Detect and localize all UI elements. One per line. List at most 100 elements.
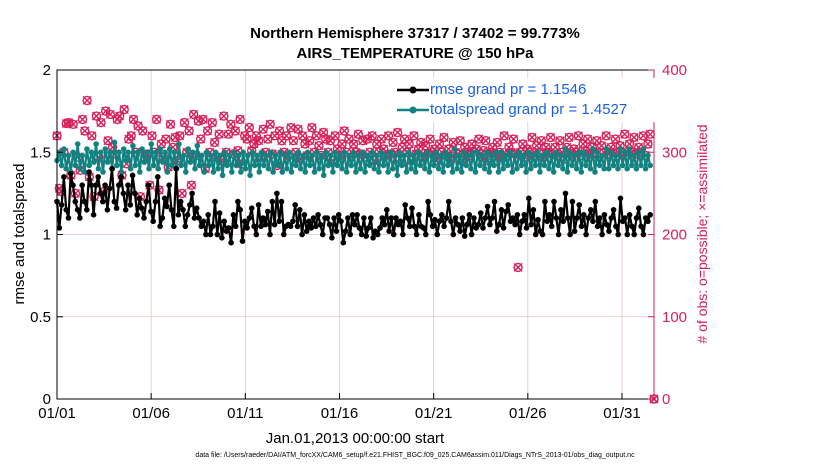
obs-count-point <box>281 131 292 141</box>
right-y-tick-label: 300 <box>662 144 687 161</box>
obs-possible-marker <box>573 131 584 141</box>
left-y-tick-label: 1 <box>43 227 51 244</box>
totalspread-point <box>394 172 401 179</box>
obs-assimilated-marker <box>307 123 317 133</box>
rmse-point <box>349 212 356 218</box>
totalspread-point <box>592 169 598 175</box>
rmse-point <box>347 231 354 238</box>
rmse-point <box>400 231 406 238</box>
rmse-point <box>187 202 193 208</box>
obs-possible-marker <box>230 126 241 136</box>
obs-possible-marker <box>91 111 102 121</box>
totalspread-point <box>454 165 460 172</box>
rmse-point <box>629 223 635 230</box>
totalspread-point <box>638 162 644 169</box>
totalspread-point <box>206 162 212 169</box>
totalspread-point <box>562 146 568 152</box>
totalspread-point <box>70 149 76 156</box>
totalspread-point <box>139 146 145 152</box>
totalspread-point <box>412 169 419 175</box>
obs-assimilated-marker <box>186 180 196 190</box>
obs-assimilated-marker <box>546 132 556 142</box>
obs-count-point <box>481 135 491 146</box>
obs-possible-marker <box>175 131 185 141</box>
totalspread-point <box>353 169 359 175</box>
obs-count-point <box>265 119 275 130</box>
obs-possible-marker <box>518 139 528 149</box>
rmse-point <box>198 223 205 230</box>
totalspread-point <box>339 165 345 172</box>
rmse-point <box>594 223 601 230</box>
obs-possible-marker <box>555 135 565 146</box>
obs-possible-marker <box>293 124 303 134</box>
obs-count-point <box>392 127 403 138</box>
rmse-point <box>587 207 594 213</box>
totalspread-point <box>137 169 143 175</box>
rmse-point <box>70 182 76 188</box>
rmse-point <box>74 207 81 213</box>
rmse-point <box>203 231 209 238</box>
obs-assimilated-marker <box>101 106 111 116</box>
totalspread-point <box>196 162 203 169</box>
totalspread-point <box>525 149 532 156</box>
rmse-point <box>404 215 411 221</box>
totalspread-point <box>509 169 516 175</box>
obs-count-point <box>214 129 224 139</box>
totalspread-point <box>415 149 421 156</box>
totalspread-point <box>81 169 88 175</box>
totalspread-point <box>249 149 256 156</box>
totalspread-point <box>589 146 596 152</box>
obs-count-point <box>564 132 574 143</box>
rmse-point <box>468 231 475 238</box>
totalspread-point <box>97 149 104 156</box>
obs-assimilated-marker <box>214 129 224 139</box>
obs-assimilated-marker <box>219 111 229 121</box>
rmse-point <box>562 190 569 197</box>
totalspread-point <box>235 152 242 159</box>
obs-possible-marker <box>404 139 414 149</box>
rmse-point <box>102 182 108 188</box>
totalspread-point <box>569 162 575 169</box>
obs-assimilated-marker <box>166 119 175 129</box>
obs-assimilated-marker <box>129 114 138 124</box>
totalspread-point <box>619 162 626 169</box>
totalspread-point <box>192 165 198 172</box>
rmse-point <box>555 231 562 238</box>
rmse-point <box>523 225 530 231</box>
totalspread-point <box>435 165 442 172</box>
obs-count-point <box>367 131 377 141</box>
obs-assimilated-marker <box>251 131 261 141</box>
totalspread-point <box>481 165 488 172</box>
obs-possible-marker <box>209 137 220 148</box>
obs-assimilated-marker <box>564 132 574 142</box>
totalspread-point <box>162 149 168 156</box>
rmse-point <box>443 215 450 221</box>
totalspread-point <box>307 162 313 169</box>
obs-assimilated-marker <box>265 119 275 129</box>
obs-possible-marker <box>508 134 519 144</box>
obs-assimilated-marker <box>339 126 349 136</box>
totalspread-point <box>265 165 272 172</box>
x-axis-label: Jan.01,2013 00:00:00 start <box>266 430 445 447</box>
obs-possible-marker <box>63 117 74 128</box>
totalspread-point <box>210 169 217 175</box>
obs-assimilated-marker <box>175 131 185 141</box>
obs-possible-marker <box>481 135 491 146</box>
obs-count-point <box>330 131 340 141</box>
rmse-point <box>491 198 498 205</box>
rmse-point <box>420 225 427 231</box>
obs-count-point <box>601 131 611 141</box>
rmse-point <box>93 182 99 188</box>
totalspread-point <box>150 162 157 169</box>
totalspread-point <box>166 146 173 152</box>
totalspread-point <box>320 172 327 179</box>
obs-count-point <box>527 132 537 143</box>
totalspread-point <box>58 162 65 169</box>
obs-count-point <box>179 117 190 128</box>
obs-count-point <box>339 126 349 136</box>
totalspread-point <box>612 152 619 159</box>
obs-count-series <box>52 95 659 404</box>
obs-assimilated-marker <box>180 118 189 128</box>
obs-count-point <box>105 109 116 120</box>
rmse-point <box>459 215 466 221</box>
